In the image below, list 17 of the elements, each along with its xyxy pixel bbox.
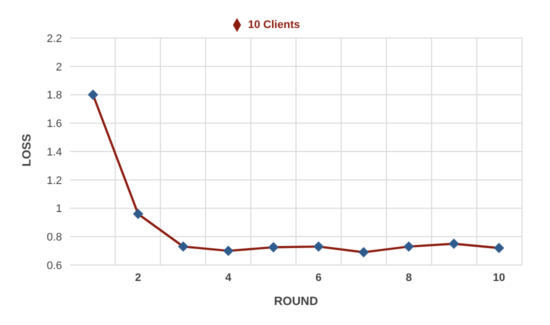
x-axis-title: ROUND xyxy=(274,294,318,308)
y-tick-label: 2.2 xyxy=(46,32,62,45)
x-tick-label: 2 xyxy=(135,272,142,284)
x-tick-label: 10 xyxy=(492,272,506,284)
y-tick-label: 1.2 xyxy=(46,174,62,187)
x-tick-label: 4 xyxy=(225,272,232,284)
x-tick-label: 6 xyxy=(315,272,322,284)
y-tick-label: 2 xyxy=(56,61,62,74)
x-tick-label: 8 xyxy=(406,272,412,284)
y-tick-label: 1.8 xyxy=(46,90,62,102)
y-tick-label: 1.4 xyxy=(46,146,62,158)
y-tick-label: 0.8 xyxy=(46,232,62,244)
y-tick-label: 0.6 xyxy=(46,260,62,272)
y-tick-label: 1.6 xyxy=(46,118,62,130)
y-axis-title: LOSS xyxy=(19,134,34,166)
legend-label: 10 Clients xyxy=(248,18,300,31)
y-tick-label: 1 xyxy=(56,203,62,216)
